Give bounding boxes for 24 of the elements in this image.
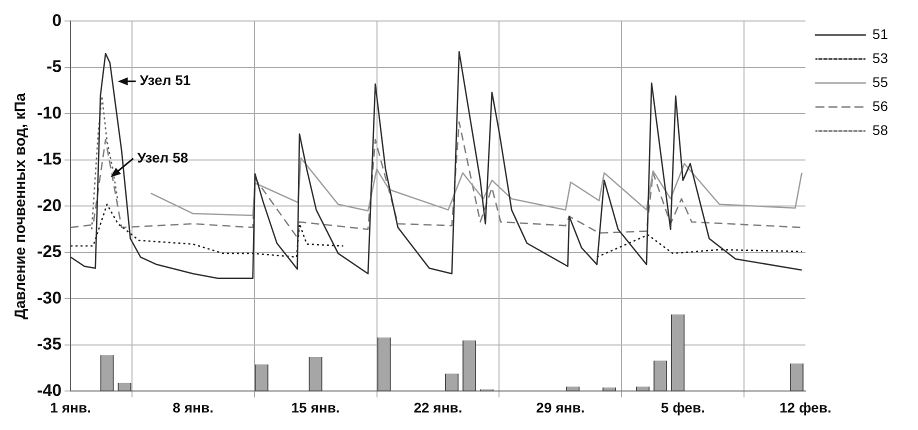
x-tick-label: 29 янв. [536,399,585,416]
y-tick-label: -25 [36,242,62,262]
y-tick-label: -35 [36,334,62,354]
legend-label: 56 [872,98,888,114]
y-tick-label: 0 [52,10,62,30]
annotation: Узел 58 [137,149,188,166]
x-tick-label: 22 янв. [414,399,462,416]
y-tick-label: -30 [36,288,62,308]
y-axis-title: Давление почвенных вод, кПа [12,92,30,320]
legend-label: 51 [872,26,888,42]
x-tick-label: 5 фев. [660,399,705,416]
legend-label: 53 [872,50,888,66]
legend-label: 55 [872,74,888,90]
y-tick-label: -40 [36,380,62,400]
x-tick-label: 15 янв. [291,399,340,416]
x-tick-label: 8 янв. [172,399,214,416]
y-tick-label: -15 [36,150,62,169]
y-tick-label: -5 [46,57,62,76]
y-tick-label: -20 [36,196,62,215]
legend-label: 58 [872,122,888,138]
y-tick-label: -10 [36,103,62,122]
x-tick-label: 1 янв. [50,399,91,416]
x-tick-label: 12 фев. [780,399,832,416]
annotation: Узел 51 [140,72,191,88]
